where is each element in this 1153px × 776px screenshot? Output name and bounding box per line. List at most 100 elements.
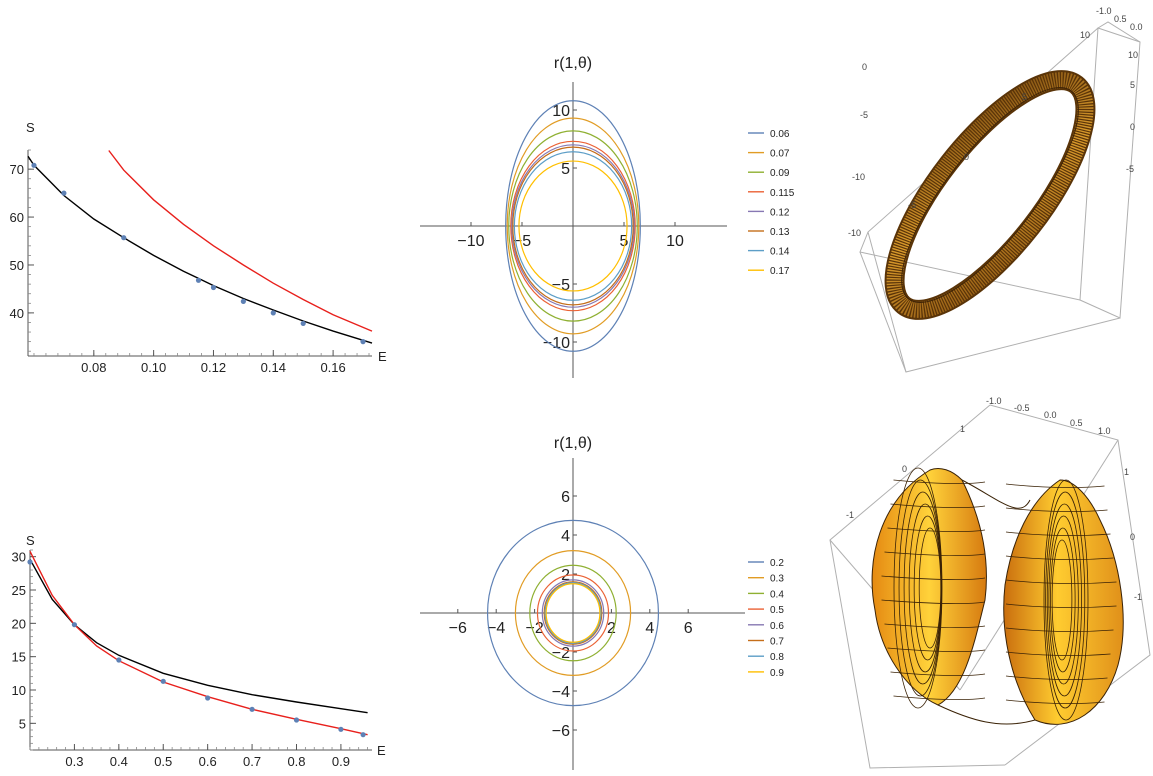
contour-6 <box>513 151 633 301</box>
x-tick-label: −4 <box>487 620 505 637</box>
data-point <box>121 235 127 241</box>
data-point <box>205 695 211 701</box>
x-tick-label: 0.6 <box>199 754 217 769</box>
tick-label: 10 <box>1080 30 1090 40</box>
surface-3d-hyperboloid: -1.0 -0.5 0.0 0.5 1.0 1 0 -1 1 0 -1 <box>829 396 1151 769</box>
surface-grid-line <box>893 479 986 484</box>
x-tick-label: 10 <box>666 233 684 250</box>
tick-label: 1 <box>960 424 965 434</box>
surface-grid-line <box>890 671 986 676</box>
x-axis-label: E <box>377 743 386 758</box>
bounding-box <box>859 21 1141 373</box>
tick-label: -5 <box>860 110 868 120</box>
tick-label: -0.5 <box>1014 403 1030 413</box>
data-point <box>31 162 37 168</box>
data-point <box>195 277 202 283</box>
entropy-plot-bottom: 0.3 0.4 0.5 0.6 0.7 0.8 0.9 5 10 15 20 25 30S E <box>12 533 386 769</box>
y-tick-label: 40 <box>10 306 24 321</box>
tick-label: 0.0 <box>1130 22 1143 32</box>
data-point <box>210 284 217 291</box>
surface-grid-line <box>887 527 986 532</box>
tick-label: 0 <box>1130 122 1135 132</box>
series-line-0 <box>29 558 368 714</box>
contour-7 <box>518 160 628 292</box>
contour-2 <box>508 130 638 322</box>
series-line-1 <box>108 150 373 332</box>
x-tick-label: 0.5 <box>154 754 172 769</box>
x-tick-label: 0.08 <box>81 360 106 375</box>
data-point <box>270 310 276 316</box>
x-tick-label: 0.16 <box>320 360 345 375</box>
polar-plot-bottom: −6 −4 −2 2 4 6642−2−4−60.20.30.40.50.60.70.80… <box>420 435 784 770</box>
data-point <box>61 190 67 196</box>
legend-label: 0.06 <box>770 129 790 140</box>
legend-label: 0.14 <box>770 247 790 258</box>
legend-label: 0.17 <box>770 266 790 277</box>
legend-label: 0.13 <box>770 227 790 238</box>
data-point <box>338 726 344 732</box>
surface-grid-line <box>1051 539 1073 661</box>
y-tick-label: −5 <box>552 277 570 294</box>
y-tick-label: 10 <box>12 683 26 698</box>
contour-2 <box>529 564 617 662</box>
tick-label: -1.0 <box>986 396 1002 406</box>
y-tick-label: −10 <box>543 335 570 352</box>
plot-title: r(1,θ) <box>554 55 592 72</box>
y-axis-label: S <box>26 533 35 548</box>
elliptical-band-surface <box>884 70 1096 320</box>
series-line-1 <box>29 550 368 736</box>
surface-grid-line <box>884 623 986 628</box>
surface-grid-line <box>1005 507 1108 512</box>
surface-grid-line <box>1005 651 1111 656</box>
tick-label: 0 <box>1130 532 1135 542</box>
y-tick-label: 10 <box>552 103 570 120</box>
y-tick-label: 20 <box>12 616 26 631</box>
surface-grid-line <box>1005 579 1117 584</box>
tick-label: -5 <box>908 200 916 210</box>
x-tick-label: 0.3 <box>65 754 83 769</box>
legend-label: 0.07 <box>770 149 790 160</box>
legend-label: 0.09 <box>770 168 790 179</box>
x-tick-label: 0.14 <box>261 360 286 375</box>
y-tick-label: −4 <box>552 684 570 701</box>
data-point <box>71 622 78 628</box>
y-tick-label: 30 <box>12 550 26 565</box>
data-point <box>300 320 306 327</box>
x-tick-label: −10 <box>457 233 484 250</box>
surface-grid-line <box>1045 491 1086 709</box>
contour-0 <box>505 100 641 352</box>
tick-label: -1.0 <box>1096 6 1112 16</box>
surface-grid-line <box>1043 479 1089 721</box>
tick-label: 0.0 <box>1044 410 1057 420</box>
contour-4 <box>511 144 635 308</box>
surface-grid-line <box>1005 699 1105 704</box>
y-tick-label: 50 <box>10 258 24 273</box>
x-tick-label: 0.7 <box>243 754 261 769</box>
hyperboloid-surface <box>871 467 1124 725</box>
tick-label: 0 <box>964 152 969 162</box>
y-tick-label: 4 <box>561 528 570 545</box>
y-axis-label: S <box>26 120 35 135</box>
tick-label: -1 <box>1134 592 1142 602</box>
y-tick-label: 6 <box>561 489 570 506</box>
surface-grid-line <box>887 647 986 652</box>
x-tick-label: 0.12 <box>201 360 226 375</box>
contour-5 <box>543 581 603 645</box>
legend-label: 0.4 <box>770 589 784 600</box>
surface-grid-line <box>1005 675 1108 680</box>
legend-label: 0.3 <box>770 574 784 585</box>
entropy-plot-top: 0.08 0.10 0.12 0.14 0.16 40 50 60 70 S E <box>10 120 387 375</box>
surface-grid-line <box>1005 627 1114 632</box>
data-point <box>293 717 300 723</box>
legend-label: 0.6 <box>770 621 784 632</box>
tick-label: 10 <box>1128 50 1138 60</box>
surface-grid-line <box>1048 515 1079 685</box>
y-tick-label: 5 <box>561 161 570 178</box>
plot-title: r(1,θ) <box>554 435 592 452</box>
x-tick-label: 0.4 <box>110 754 128 769</box>
contour-7 <box>545 583 601 643</box>
surface-grid-line <box>1005 531 1111 536</box>
surface-grid-line <box>881 599 986 604</box>
legend-label: 0.8 <box>770 652 784 663</box>
